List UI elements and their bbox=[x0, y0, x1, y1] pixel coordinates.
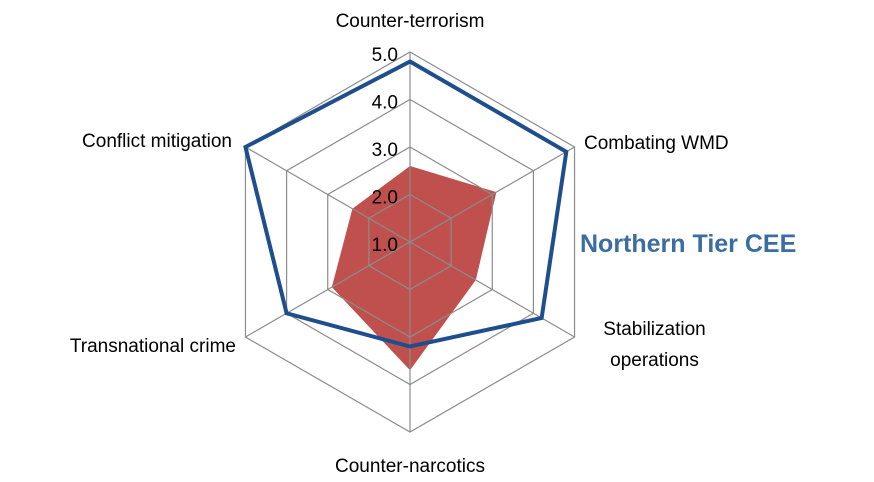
tick-label: 1.0 bbox=[372, 235, 398, 256]
spoke bbox=[409, 146, 575, 243]
category-label: Conflict mitigation bbox=[82, 131, 232, 152]
series-label: Northern Tier CEE bbox=[580, 230, 797, 258]
category-label: Transnational crime bbox=[69, 336, 236, 357]
tick-label: 2.0 bbox=[372, 188, 398, 209]
tick-label: 3.0 bbox=[372, 140, 398, 161]
tick-label: 5.0 bbox=[372, 45, 398, 66]
spoke bbox=[245, 241, 411, 338]
radar-line bbox=[243, 59, 569, 349]
category-label: Stabilization operations bbox=[603, 319, 706, 371]
radar-area bbox=[331, 166, 497, 371]
category-label: Counter-narcotics bbox=[335, 456, 485, 477]
spoke bbox=[245, 146, 411, 243]
spoke bbox=[409, 241, 575, 338]
category-label: Combating WMD bbox=[584, 133, 729, 154]
tick-label: 4.0 bbox=[372, 93, 398, 114]
category-label: Counter-terrorism bbox=[335, 11, 485, 32]
